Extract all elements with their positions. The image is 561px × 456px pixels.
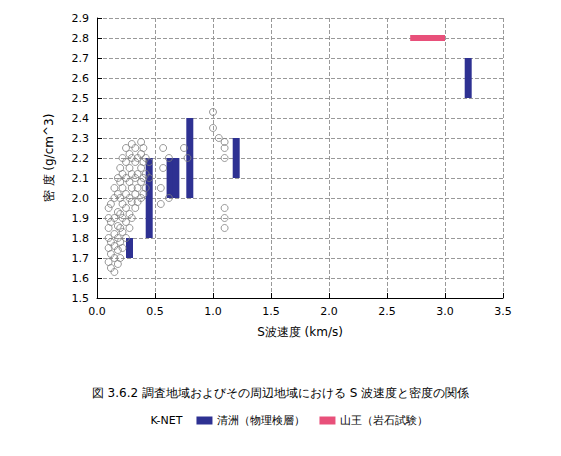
svg-text:2.3: 2.3: [72, 132, 90, 145]
svg-text:0.0: 0.0: [88, 305, 106, 318]
svg-text:1.9: 1.9: [72, 212, 90, 225]
svg-text:2.4: 2.4: [72, 112, 90, 125]
svg-text:0.5: 0.5: [146, 305, 164, 318]
svg-text:図 3.6.2 調査地域およびその周辺地域における S 波速: 図 3.6.2 調査地域およびその周辺地域における S 波速度と密度の関係: [92, 386, 469, 400]
svg-text:2.1: 2.1: [72, 172, 90, 185]
svg-text:密 度 (g/cm^3): 密 度 (g/cm^3): [42, 114, 56, 203]
svg-text:2.2: 2.2: [72, 152, 90, 165]
svg-text:1.0: 1.0: [204, 305, 222, 318]
svg-text:S波速度 (km/s): S波速度 (km/s): [257, 325, 343, 339]
svg-text:1.5: 1.5: [262, 305, 280, 318]
svg-text:山王（岩石試験）: 山王（岩石試験）: [340, 414, 428, 427]
svg-text:2.5: 2.5: [72, 92, 90, 105]
svg-text:1.6: 1.6: [72, 272, 90, 285]
svg-text:1.8: 1.8: [72, 232, 90, 245]
svg-text:2.0: 2.0: [320, 305, 338, 318]
svg-text:清洲（物理検層）: 清洲（物理検層）: [217, 414, 305, 427]
svg-text:2.8: 2.8: [72, 32, 90, 45]
svg-text:K-NET: K-NET: [151, 414, 183, 427]
svg-text:1.7: 1.7: [72, 252, 90, 265]
svg-text:1.5: 1.5: [72, 292, 90, 305]
svg-text:2.0: 2.0: [72, 192, 90, 205]
svg-text:3.0: 3.0: [436, 305, 454, 318]
svg-text:2.6: 2.6: [72, 72, 90, 85]
svg-text:2.7: 2.7: [72, 52, 90, 65]
svg-text:2.5: 2.5: [378, 305, 396, 318]
svg-text:3.5: 3.5: [494, 305, 512, 318]
svg-text:2.9: 2.9: [72, 12, 90, 25]
